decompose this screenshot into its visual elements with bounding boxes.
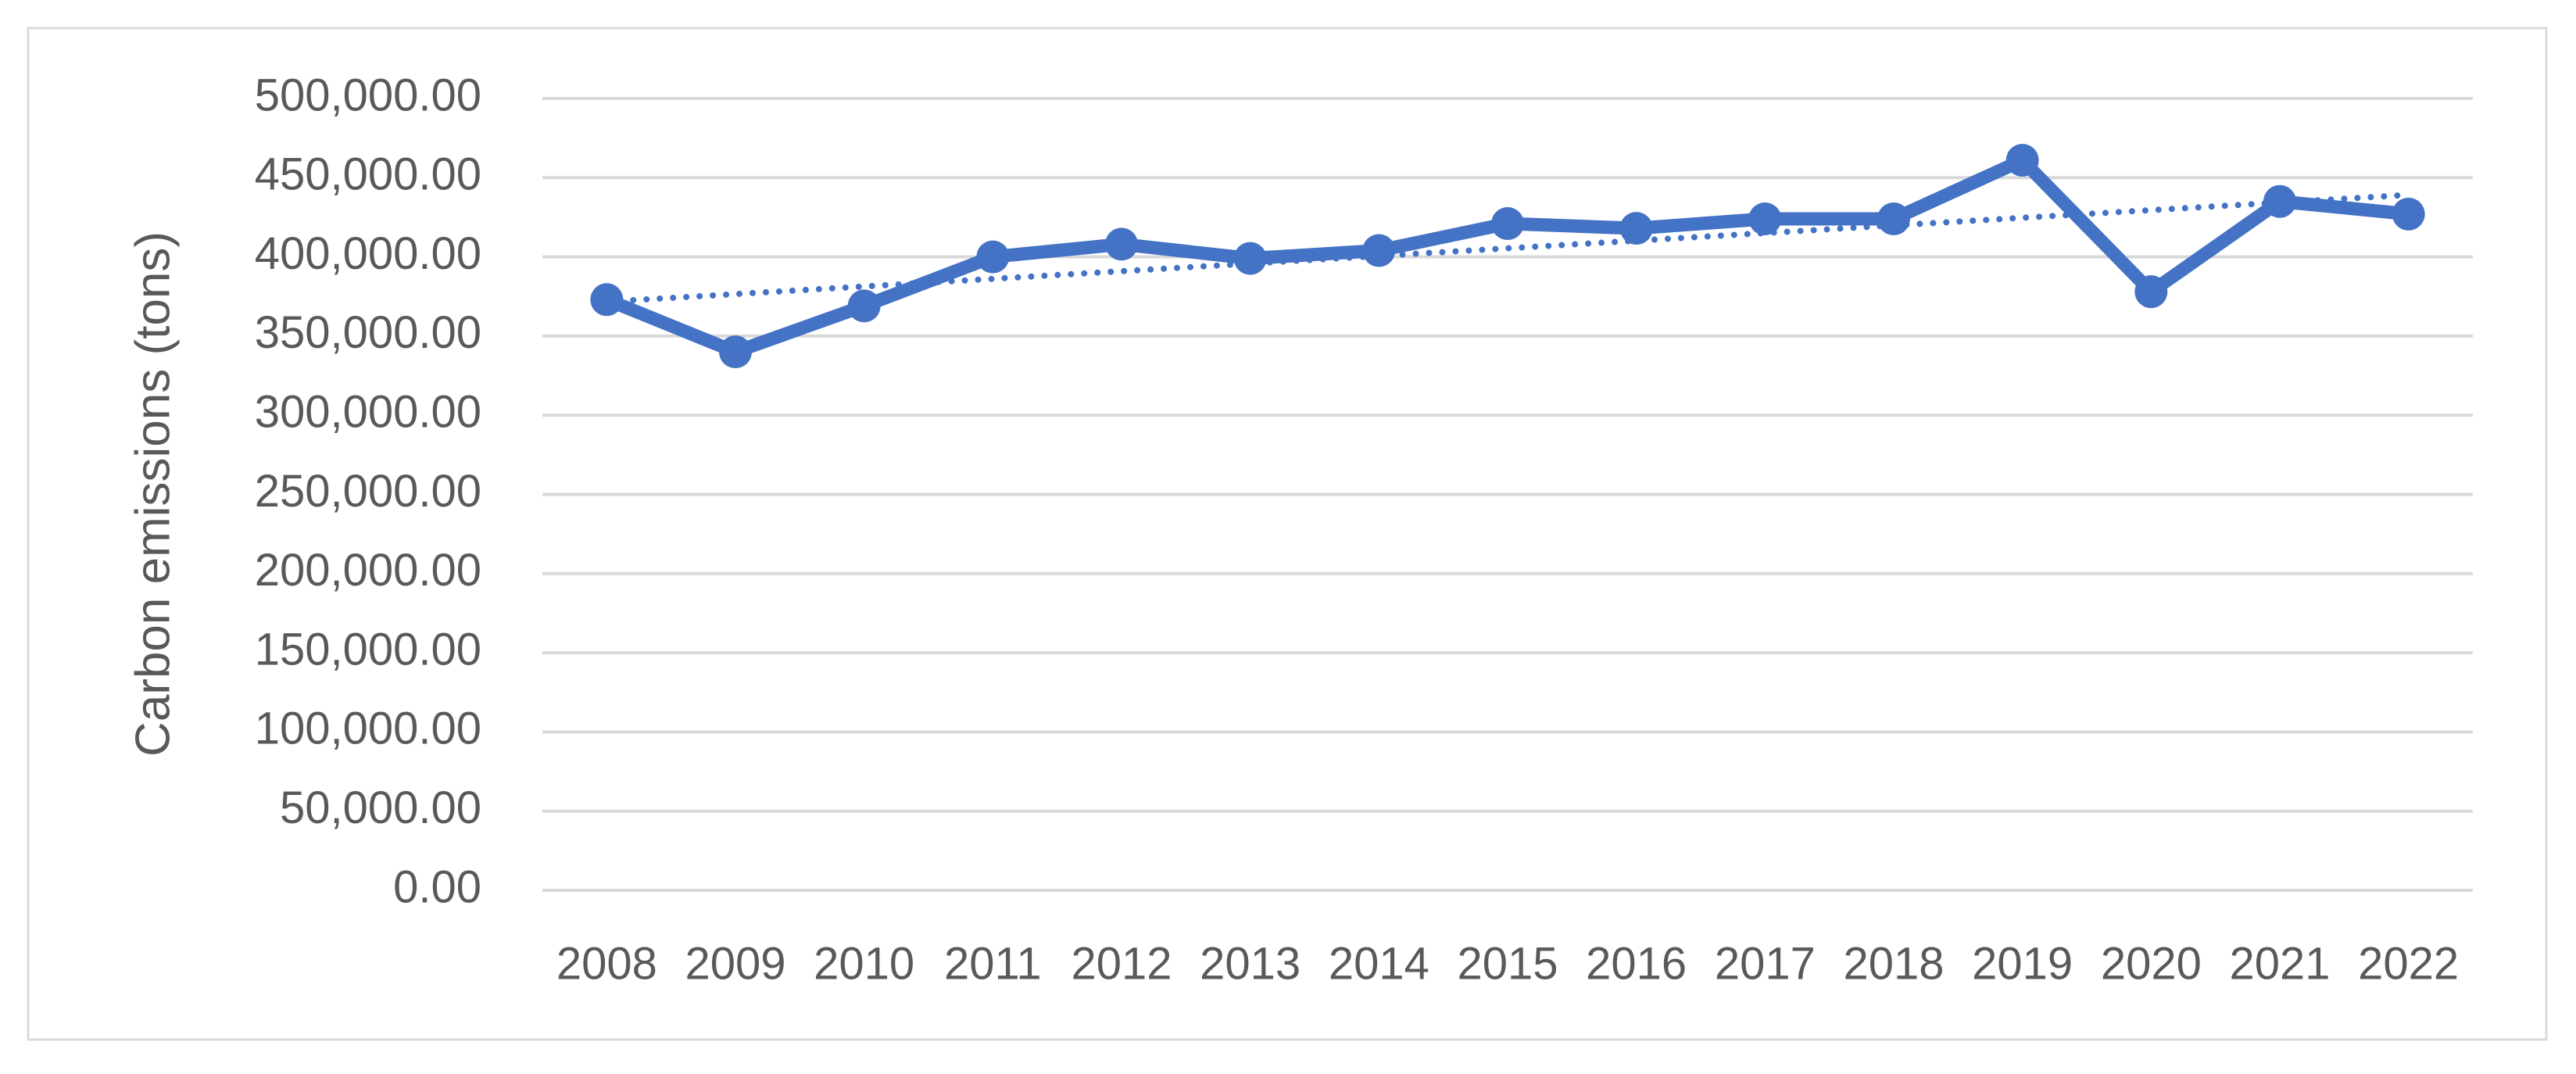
x-tick-label: 2016 <box>1586 938 1687 989</box>
x-tick-label: 2019 <box>1972 938 2073 989</box>
data-point <box>976 240 1010 274</box>
x-tick-label: 2010 <box>814 938 914 989</box>
x-tick-label: 2015 <box>1457 938 1558 989</box>
x-tick-label: 2009 <box>685 938 785 989</box>
data-point <box>1233 242 1267 275</box>
data-point <box>1619 212 1653 245</box>
y-tick-label: 300,000.00 <box>255 387 481 438</box>
x-tick-label: 2013 <box>1200 938 1301 989</box>
data-point <box>2392 197 2425 231</box>
y-tick-label: 0.00 <box>393 861 481 912</box>
x-tick-label: 2022 <box>2358 938 2459 989</box>
data-point <box>719 335 752 369</box>
y-tick-label: 100,000.00 <box>255 703 481 754</box>
data-point <box>1748 202 1782 235</box>
y-tick-label: 350,000.00 <box>255 307 481 358</box>
x-tick-label: 2021 <box>2229 938 2330 989</box>
chart-frame <box>27 27 2548 1041</box>
data-point <box>1105 227 1138 261</box>
y-axis-label: Carbon emissions (tons) <box>126 231 180 757</box>
x-tick-label: 2018 <box>1843 938 1944 989</box>
y-tick-label: 500,000.00 <box>255 70 481 120</box>
data-point <box>847 289 881 323</box>
y-tick-label: 400,000.00 <box>255 228 481 279</box>
x-tick-label: 2012 <box>1071 938 1172 989</box>
y-tick-label: 50,000.00 <box>280 782 481 833</box>
data-point <box>590 283 624 317</box>
data-point <box>2134 275 2168 309</box>
x-tick-label: 2011 <box>944 938 1042 989</box>
y-tick-label: 200,000.00 <box>255 545 481 596</box>
x-tick-label: 2020 <box>2101 938 2202 989</box>
data-point <box>1877 202 1910 235</box>
data-point <box>2005 144 2039 177</box>
y-tick-label: 250,000.00 <box>255 466 481 517</box>
y-tick-label: 450,000.00 <box>255 149 481 200</box>
trendline <box>603 192 2412 305</box>
data-point <box>1491 207 1524 241</box>
x-tick-label: 2014 <box>1329 938 1429 989</box>
data-point <box>2263 184 2296 218</box>
x-tick-label: 2008 <box>556 938 657 989</box>
y-tick-label: 150,000.00 <box>255 624 481 675</box>
data-point <box>1362 234 1396 267</box>
x-tick-label: 2017 <box>1715 938 1816 989</box>
